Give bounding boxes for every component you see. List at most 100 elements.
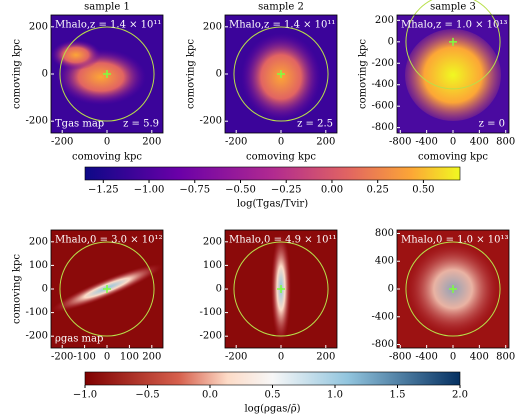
y-tick-label: 100 [29,260,48,271]
x-tick-label: 0 [450,137,456,148]
y-tick-label: 200 [203,21,222,32]
colorbar-tick-label: 1.5 [390,390,406,401]
y-tick-label: 800 [375,228,394,239]
x-tick-label: 200 [142,352,161,363]
colorbar-tick-label: 0.25 [367,185,389,196]
colorbar-tick-label: −1.0 [73,390,97,401]
x-tick-label: -200 [225,137,247,148]
halo-mass: Mhalo,z = 1.4 × 10¹¹ M⊙ [55,20,183,31]
gas-blob [51,40,101,70]
map-panel [397,230,509,348]
center-cross [277,70,285,78]
x-tick-label: 200 [142,137,161,148]
colorbar-tick-label: −0.5 [135,390,159,401]
virial-circle [59,26,155,122]
map-label: ρgas map [55,334,103,345]
x-tick-label: -400 [415,352,437,363]
x-tick-label: 0 [278,352,284,363]
y-tick-label: 200 [203,236,222,247]
y-tick-label: -200 [200,331,222,342]
halo-mass: Mhalo,z = 1.0 × 10¹³ M⊙ [401,20,520,31]
halo-mass: Mhalo,0 = 1.0 × 10¹³ M⊙ [401,235,520,246]
virial-circle [405,241,501,337]
y-tick-label: -800 [372,339,394,350]
y-tick-label: -200 [372,58,394,69]
x-tick-label: 200 [316,137,335,148]
x-tick-label: -800 [389,352,411,363]
map-panel [225,15,337,133]
virial-circle [405,0,501,90]
colorbar-tick-label: −0.25 [271,185,302,196]
colorbar-tick-label: 0.00 [321,185,343,196]
x-axis-label: comoving kpc [72,152,142,163]
y-tick-label: -200 [26,116,48,127]
x-tick-label: -200 [51,352,73,363]
x-tick-label: -800 [389,137,411,148]
redshift: z = 2.5 [297,119,333,130]
x-tick-label: 0 [104,352,110,363]
x-tick-label: -200 [225,352,247,363]
x-tick-label: 0 [278,137,284,148]
y-tick-label: -100 [26,307,48,318]
y-tick-label: 200 [29,236,48,247]
map-panel [51,15,163,133]
y-tick-label: -600 [372,101,394,112]
map-panel [397,0,509,133]
x-tick-label: 0 [104,137,110,148]
y-tick-label: -400 [372,79,394,90]
y-axis-label: comoving kpc [358,39,369,109]
colorbar-label: log(Tgas/Tvir) [237,199,308,210]
redshift: z = 5.9 [123,119,159,130]
y-tick-label: -100 [200,307,222,318]
panel-title: sample 2 [258,2,304,13]
x-tick-label: 0 [450,352,456,363]
y-axis-label: comoving kpc [12,39,23,109]
x-tick-label: -100 [73,352,95,363]
x-tick-label: 100 [120,352,139,363]
colorbar-tick-label: −1.00 [134,185,165,196]
y-tick-label: -200 [200,116,222,127]
x-axis-label: comoving kpc [418,152,488,163]
colorbar-tick-label: 0.50 [412,185,434,196]
panel-title: sample 3 [430,2,476,13]
x-tick-label: 200 [316,352,335,363]
colorbar-tick-label: −0.50 [225,185,256,196]
y-axis-label: comoving kpc [12,254,23,324]
virial-circle [233,241,329,337]
halo-mass: Mhalo,0 = 4.9 × 10¹¹ M⊙ [229,235,358,246]
y-axis-label: comoving kpc [186,39,197,109]
colorbar-tick-label: 2.0 [452,390,468,401]
center-cross [449,37,457,46]
y-tick-label: -800 [372,122,394,133]
y-tick-label: 0 [42,284,48,295]
halo-mass: Mhalo,0 = 3.0 × 10¹² M⊙ [55,235,184,246]
colorbar-tick-label: 0.5 [265,390,281,401]
x-tick-label: 400 [470,137,489,148]
colorbar-tick-label: 0.0 [202,390,218,401]
y-tick-label: 0 [216,284,222,295]
y-tick-label: 0 [42,69,48,80]
y-tick-label: -200 [26,331,48,342]
halo-mass: Mhalo,z = 1.4 × 10¹¹ M⊙ [229,20,357,31]
panel-title: sample 1 [84,2,130,13]
y-tick-label: 0 [388,284,394,295]
map-panel [225,230,337,348]
x-axis-label: comoving kpc [246,152,316,163]
redshift: z = 0 [479,119,505,130]
center-cross [103,285,111,293]
y-tick-label: 0 [388,36,394,47]
center-cross [449,285,457,293]
x-tick-label: 800 [496,137,515,148]
virial-circle [59,241,155,337]
y-tick-label: 200 [29,21,48,32]
x-tick-label: -400 [415,137,437,148]
x-tick-label: -200 [51,137,73,148]
x-tick-label: 400 [470,352,489,363]
center-cross [103,70,111,78]
colorbar-tick-label: −1.25 [88,185,119,196]
y-tick-label: 400 [375,256,394,267]
colorbar-tick-label: 1.0 [327,390,343,401]
y-tick-label: 200 [375,15,394,26]
gas-blob [405,29,501,121]
